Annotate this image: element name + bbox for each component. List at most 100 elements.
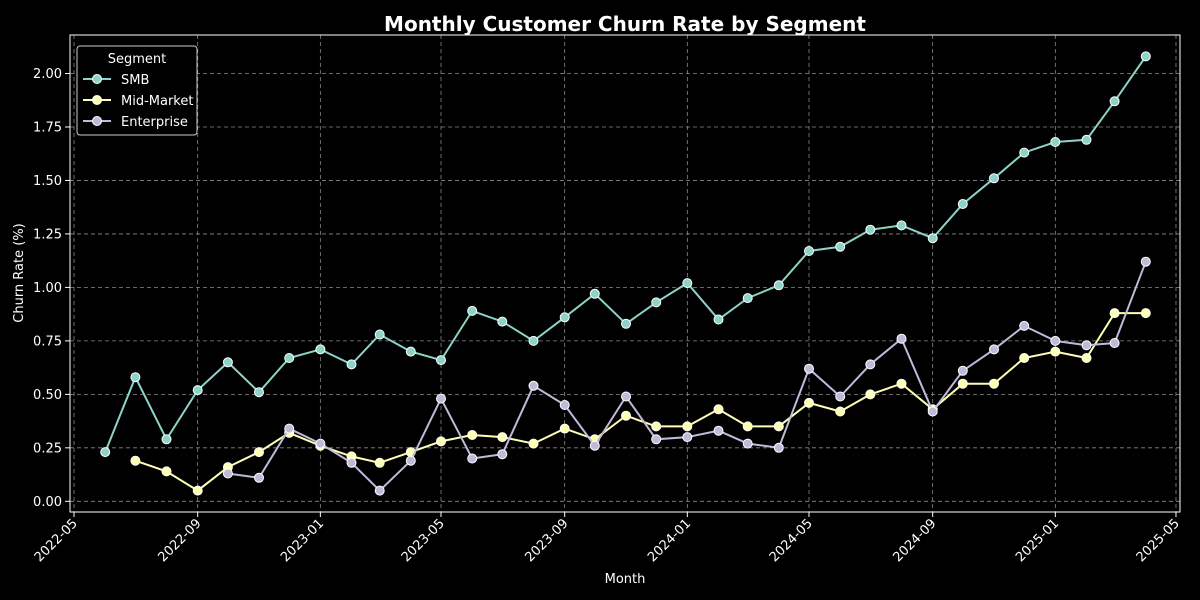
data-point-enterprise bbox=[1050, 335, 1061, 346]
y-tick-label: 1.75 bbox=[33, 120, 62, 135]
data-point-mid-market bbox=[374, 457, 385, 468]
data-point-mid-market bbox=[1050, 346, 1061, 357]
legend-box bbox=[76, 45, 198, 136]
data-point-smb bbox=[254, 387, 264, 398]
data-point-enterprise bbox=[865, 359, 876, 370]
data-point-mid-market bbox=[436, 436, 446, 447]
data-point-enterprise bbox=[528, 380, 539, 391]
series-line-mid-market bbox=[135, 312, 1146, 492]
chart-title: Monthly Customer Churn Rate by Segment bbox=[384, 12, 866, 36]
data-point-mid-market bbox=[528, 438, 539, 449]
legend-title: Segment bbox=[108, 52, 167, 67]
data-point-mid-market bbox=[989, 378, 999, 389]
data-point-enterprise bbox=[467, 453, 478, 464]
data-point-mid-market bbox=[467, 430, 478, 440]
data-point-smb bbox=[713, 314, 724, 325]
data-point-enterprise bbox=[713, 425, 724, 436]
data-point-mid-market bbox=[865, 389, 876, 400]
data-point-smb bbox=[1019, 147, 1030, 158]
data-point-smb bbox=[773, 280, 784, 291]
data-point-smb bbox=[957, 199, 968, 209]
data-point-enterprise bbox=[651, 434, 662, 445]
data-point-enterprise bbox=[804, 363, 814, 374]
series-mid-market bbox=[130, 308, 1151, 496]
data-point-mid-market bbox=[621, 410, 631, 421]
data-point-enterprise bbox=[1140, 256, 1151, 267]
data-point-enterprise bbox=[957, 365, 968, 376]
data-point-smb bbox=[621, 318, 631, 329]
data-point-enterprise bbox=[896, 333, 907, 344]
data-point-smb bbox=[804, 246, 814, 256]
data-point-enterprise bbox=[835, 391, 846, 402]
data-point-mid-market bbox=[804, 397, 814, 408]
data-point-smb bbox=[467, 305, 478, 316]
data-point-enterprise bbox=[315, 438, 326, 449]
data-point-smb bbox=[315, 344, 326, 355]
data-point-mid-market bbox=[192, 485, 203, 496]
data-point-enterprise bbox=[222, 468, 233, 479]
data-point-enterprise bbox=[621, 391, 631, 402]
data-point-smb bbox=[1050, 137, 1061, 147]
data-point-mid-market bbox=[161, 466, 172, 477]
data-point-mid-market bbox=[682, 421, 693, 432]
data-point-smb bbox=[589, 288, 600, 299]
data-point-smb bbox=[405, 346, 416, 357]
legend-item-enterprise: Enterprise bbox=[83, 115, 188, 130]
data-point-smb bbox=[1140, 51, 1151, 62]
data-point-enterprise bbox=[927, 406, 938, 417]
y-tick-label: 1.50 bbox=[33, 174, 62, 189]
data-point-enterprise bbox=[742, 438, 753, 449]
legend-item-mid-market: Mid-Market bbox=[83, 94, 193, 109]
data-point-smb bbox=[742, 293, 753, 304]
y-tick-label: 1.00 bbox=[33, 281, 62, 296]
data-point-smb bbox=[927, 233, 938, 244]
data-point-smb bbox=[865, 224, 876, 235]
data-point-smb bbox=[1081, 134, 1092, 145]
data-point-smb bbox=[346, 359, 357, 370]
y-tick-label: 0.75 bbox=[33, 334, 62, 349]
data-point-smb bbox=[528, 335, 539, 346]
data-point-smb bbox=[559, 312, 570, 323]
data-point-mid-market bbox=[835, 406, 846, 417]
y-tick-label: 0.00 bbox=[33, 495, 62, 510]
legend-marker-smb bbox=[92, 74, 102, 84]
data-point-enterprise bbox=[497, 449, 508, 460]
legend-marker-mid-market bbox=[92, 95, 102, 105]
series-enterprise bbox=[222, 256, 1151, 496]
data-point-smb bbox=[284, 353, 295, 363]
data-point-mid-market bbox=[713, 404, 724, 415]
y-tick-label: 0.50 bbox=[33, 388, 62, 403]
data-point-enterprise bbox=[346, 457, 357, 468]
data-point-enterprise bbox=[1019, 320, 1030, 331]
data-point-mid-market bbox=[651, 421, 662, 432]
data-point-smb bbox=[682, 278, 693, 289]
x-axis-title: Month bbox=[605, 572, 646, 587]
data-point-mid-market bbox=[559, 423, 570, 434]
data-point-smb bbox=[436, 355, 446, 366]
legend-marker-enterprise bbox=[92, 116, 102, 126]
data-point-mid-market bbox=[497, 432, 508, 443]
data-point-smb bbox=[161, 434, 172, 445]
legend-item-smb: SMB bbox=[83, 73, 149, 88]
y-tick-label: 1.25 bbox=[33, 227, 62, 242]
data-point-mid-market bbox=[1109, 308, 1120, 319]
data-point-smb bbox=[896, 220, 907, 231]
data-point-enterprise bbox=[682, 432, 693, 443]
series-smb bbox=[100, 51, 1151, 458]
legend: Segment SMB Mid-Market Enterprise bbox=[76, 45, 198, 136]
data-point-mid-market bbox=[742, 421, 753, 432]
data-point-smb bbox=[835, 241, 846, 252]
data-point-enterprise bbox=[1081, 340, 1092, 351]
plot-frame bbox=[69, 34, 1181, 513]
data-point-smb bbox=[222, 357, 233, 368]
data-point-enterprise bbox=[989, 344, 999, 355]
data-point-enterprise bbox=[284, 423, 295, 434]
data-point-enterprise bbox=[254, 472, 264, 483]
data-point-mid-market bbox=[130, 455, 141, 466]
legend-label-mid-market: Mid-Market bbox=[121, 94, 193, 109]
data-point-mid-market bbox=[896, 378, 907, 389]
data-point-mid-market bbox=[773, 421, 784, 432]
data-point-smb bbox=[130, 372, 141, 383]
data-point-smb bbox=[1109, 96, 1120, 107]
